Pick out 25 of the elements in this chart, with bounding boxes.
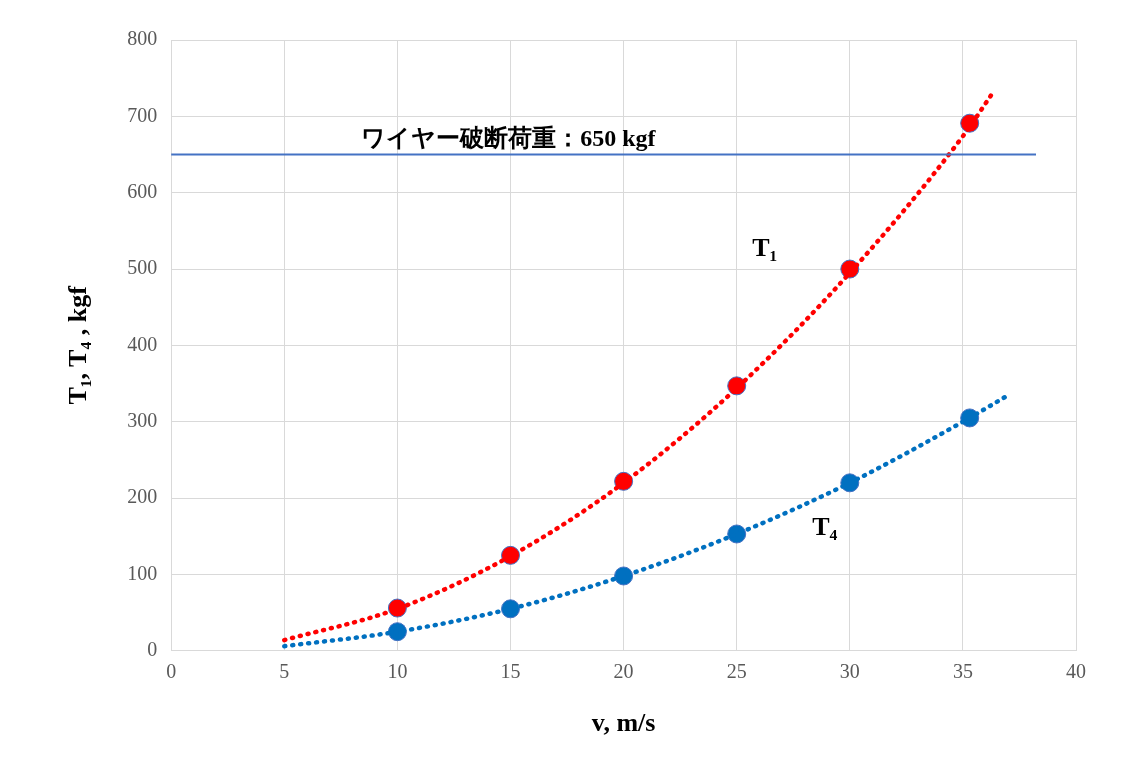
y-tick-label: 100 [127, 561, 158, 584]
series-label: T₄ [812, 511, 838, 541]
line-series [282, 91, 995, 643]
x-tick-label: 15 [500, 660, 521, 683]
x-tick-label: 35 [952, 660, 973, 683]
x-tick-label: 40 [1066, 660, 1086, 683]
line-series [282, 394, 1009, 649]
y-tick-label: 700 [127, 103, 158, 126]
x-tick-label: 20 [613, 660, 634, 683]
y-tick-label: 600 [127, 179, 158, 202]
y-tick-label: 300 [127, 409, 158, 431]
y-tick-label: 200 [127, 485, 158, 508]
y-axis-title: T₁, T₄ , kgf [63, 285, 93, 405]
y-tick-label: 0 [147, 638, 158, 661]
x-tick-label: 5 [279, 660, 290, 683]
y-tick-label: 500 [127, 256, 158, 279]
text: T₁ [752, 232, 778, 262]
x-tick-label: 0 [166, 660, 177, 683]
x-axis-title: v, m/s [591, 708, 656, 738]
y-tick-label: 400 [127, 332, 158, 355]
x-tick-label: 30 [839, 660, 860, 683]
ref-line-label: ワイヤー破断荷重：650 kgf [361, 124, 657, 151]
y-tick-label: 800 [127, 27, 158, 50]
x-tick-label: 10 [387, 660, 408, 683]
x-tick-label: 25 [726, 660, 747, 683]
